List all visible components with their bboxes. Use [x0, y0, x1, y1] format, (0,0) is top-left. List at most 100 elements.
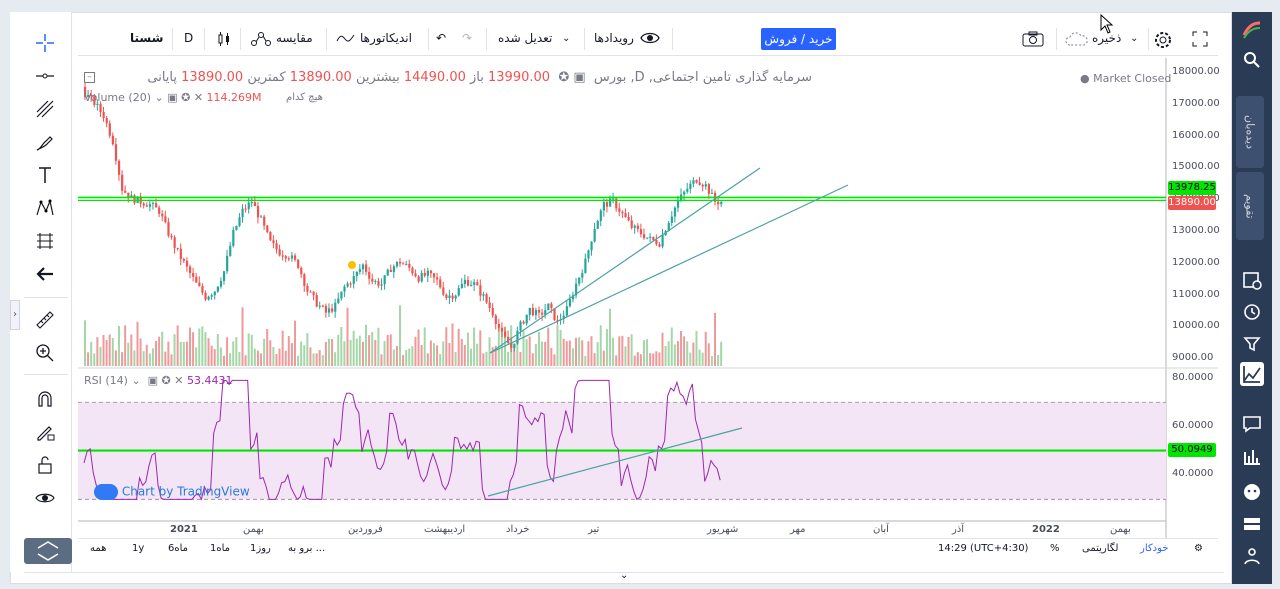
volume-bar — [680, 330, 683, 366]
volume-bar — [642, 340, 645, 366]
volume-bar — [136, 321, 139, 366]
volume-bar — [275, 353, 278, 366]
volume-bar — [673, 344, 676, 366]
eye-icon[interactable] — [32, 485, 58, 511]
undo-icon[interactable]: ↶ — [436, 31, 447, 45]
candle-body — [377, 280, 380, 286]
bottom-panel-handle[interactable]: ⌄ — [24, 570, 1224, 582]
range-1y[interactable]: 1y — [132, 543, 145, 554]
volume-bar — [133, 350, 136, 366]
search-icon[interactable] — [1240, 48, 1264, 72]
chart-icon[interactable] — [1240, 362, 1264, 386]
toolbar-toggle-button[interactable] — [24, 538, 72, 564]
volume-bar — [578, 337, 581, 366]
lock-drawing-icon[interactable] — [32, 419, 58, 445]
candle-body — [244, 208, 247, 210]
filter-icon[interactable] — [1240, 332, 1264, 356]
range-6m[interactable]: 6ماه — [168, 543, 189, 554]
candle-body — [676, 200, 680, 208]
candle-body — [655, 239, 658, 245]
cloud-icon[interactable] — [1064, 31, 1090, 50]
toolbar-collapse-tab[interactable]: › — [10, 300, 20, 330]
range-all[interactable]: همه — [90, 543, 107, 554]
goto-button[interactable]: برو به ... — [288, 543, 326, 554]
volume-bar — [358, 335, 361, 366]
horizontal-line-icon[interactable] — [32, 63, 58, 89]
user-icon[interactable] — [1240, 544, 1264, 568]
watchlist-tab[interactable]: دیده‌بان — [1236, 96, 1264, 168]
zoom-icon[interactable] — [32, 340, 58, 366]
rsi-support-tag: 50.0949 — [1168, 443, 1216, 457]
percent-toggle[interactable]: % — [1050, 543, 1060, 554]
brush-icon[interactable] — [32, 129, 58, 155]
volume-bar — [661, 332, 664, 366]
low-value: 13890.00 — [289, 70, 352, 85]
auto-toggle[interactable]: خودکار — [1140, 543, 1169, 554]
text-icon[interactable] — [32, 162, 58, 188]
calendar-clock-icon[interactable] — [1240, 268, 1264, 292]
compare-icon[interactable] — [250, 31, 272, 50]
price-chart[interactable] — [78, 58, 1218, 538]
candle-body — [352, 276, 355, 284]
settings-gear-icon[interactable] — [1154, 31, 1172, 52]
candle-body — [639, 228, 643, 235]
legend-collapse-icon[interactable]: – — [84, 72, 95, 83]
pattern-icon[interactable] — [32, 195, 58, 221]
trend-line-icon[interactable] — [32, 96, 58, 122]
settings-gear-icon[interactable]: ⚙ — [1194, 543, 1203, 554]
camera-icon[interactable] — [1022, 31, 1044, 50]
candle-body — [368, 271, 371, 279]
redo-icon[interactable]: ↷ — [462, 31, 473, 45]
candle-body — [531, 307, 534, 316]
arrow-left-icon[interactable] — [32, 261, 58, 287]
layout-icon[interactable] — [1240, 512, 1264, 536]
candle-body — [553, 308, 556, 321]
ruler-icon[interactable] — [32, 307, 58, 333]
volume-bar — [692, 342, 695, 366]
candle-body — [707, 184, 711, 194]
adjusted-dropdown[interactable]: تعدیل شده — [498, 31, 553, 45]
volume-bar — [229, 353, 232, 366]
volume-bar — [303, 345, 306, 366]
indicators-button[interactable]: اندیکاتورها — [360, 31, 412, 45]
range-1d[interactable]: 1روز — [250, 543, 271, 554]
candle-body — [99, 103, 102, 112]
compare-button[interactable]: مقایسه — [276, 31, 313, 45]
eye-icon[interactable] — [640, 31, 660, 48]
candle-body — [358, 269, 362, 272]
clock-time[interactable]: 14:29 (UTC+4:30) — [938, 543, 1029, 554]
bars-chart-icon[interactable] — [1240, 444, 1264, 468]
range-1m[interactable]: 1ماه — [210, 543, 231, 554]
volume-bar — [581, 340, 584, 366]
chat-icon[interactable] — [1240, 412, 1264, 436]
candle-body — [281, 255, 284, 257]
prediction-icon[interactable] — [32, 228, 58, 254]
fullscreen-icon[interactable] — [1192, 31, 1208, 50]
calendar-tab[interactable]: تقویم — [1236, 172, 1264, 240]
price-tick-label: 16000.00 — [1172, 129, 1220, 141]
candle-body — [253, 202, 257, 207]
events-button[interactable]: رویدادها — [594, 31, 634, 45]
candle-body — [609, 198, 612, 207]
volume-bar — [201, 326, 204, 366]
support-face-icon[interactable] — [1240, 480, 1264, 504]
candle-body — [155, 203, 158, 208]
candle-body — [537, 309, 541, 313]
magnet-icon[interactable] — [32, 386, 58, 412]
volume-bar — [571, 348, 574, 366]
indicators-icon[interactable] — [336, 31, 356, 48]
interval-button[interactable]: D — [184, 31, 194, 45]
save-button[interactable]: ذخیره — [1092, 31, 1122, 45]
crosshair-icon[interactable] — [32, 30, 58, 56]
candle-body — [605, 202, 609, 207]
history-icon[interactable] — [1240, 300, 1264, 324]
volume-bar — [204, 332, 207, 366]
unlock-icon[interactable] — [32, 452, 58, 478]
rsi-legend: RSI (14) ⌄ ▣ ✪ ✕ 53.4431 — [84, 374, 233, 387]
symbol-button[interactable]: شستا — [130, 31, 164, 45]
candle-type-icon[interactable] — [216, 31, 232, 50]
buy-sell-button[interactable]: خرید / فروش — [761, 28, 836, 50]
log-toggle[interactable]: لگاریتمی — [1082, 543, 1119, 554]
candle-body — [380, 284, 383, 286]
price-tick-label: 18000.00 — [1172, 66, 1220, 77]
